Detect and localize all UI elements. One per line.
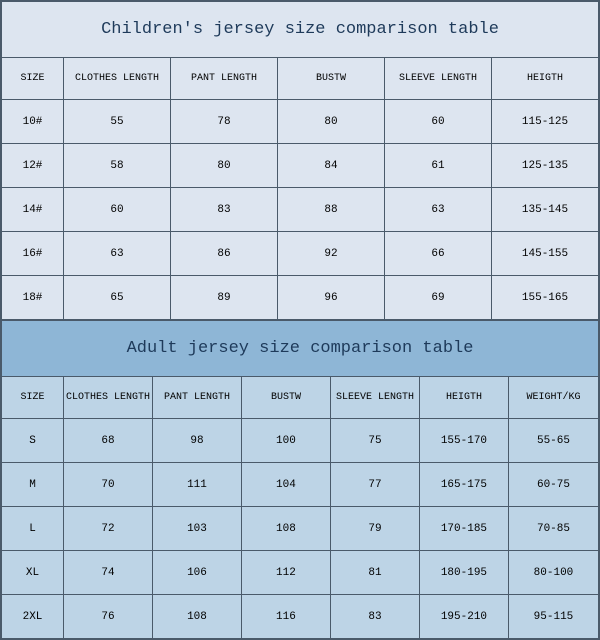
cell: 108 (152, 595, 241, 639)
cell: 58 (64, 144, 171, 188)
cell: 112 (241, 551, 330, 595)
cell: 78 (171, 100, 278, 144)
cell: 84 (278, 144, 385, 188)
cell: 80-100 (508, 551, 598, 595)
cell: 72 (64, 507, 153, 551)
cell: 76 (64, 595, 153, 639)
adult-col-pant: PANT LENGTH (152, 377, 241, 419)
cell: 63 (385, 188, 492, 232)
cell: 95-115 (508, 595, 598, 639)
cell: 155-170 (419, 419, 508, 463)
cell: 66 (385, 232, 492, 276)
children-size-table: Children's jersey size comparison table … (1, 1, 599, 320)
cell: 74 (64, 551, 153, 595)
cell: 77 (330, 463, 419, 507)
table-row: 14# 60 83 88 63 135-145 (2, 188, 599, 232)
children-col-clothes: CLOTHES LENGTH (64, 58, 171, 100)
cell: 68 (64, 419, 153, 463)
cell: 80 (171, 144, 278, 188)
cell: 61 (385, 144, 492, 188)
cell: 60-75 (508, 463, 598, 507)
cell: 79 (330, 507, 419, 551)
adult-title-row: Adult jersey size comparison table (2, 321, 599, 377)
cell: 80 (278, 100, 385, 144)
cell: 60 (64, 188, 171, 232)
cell: 89 (171, 276, 278, 320)
children-col-sleeve: SLEEVE LENGTH (385, 58, 492, 100)
adult-col-clothes: CLOTHES LENGTH (64, 377, 153, 419)
cell: 195-210 (419, 595, 508, 639)
cell: 70 (64, 463, 153, 507)
cell: 145-155 (492, 232, 599, 276)
cell: M (2, 463, 64, 507)
cell: L (2, 507, 64, 551)
adult-header-row: SIZE CLOTHES LENGTH PANT LENGTH BUSTW SL… (2, 377, 599, 419)
cell: 125-135 (492, 144, 599, 188)
cell: 96 (278, 276, 385, 320)
cell: 60 (385, 100, 492, 144)
size-tables-container: Children's jersey size comparison table … (0, 0, 600, 640)
children-col-size: SIZE (2, 58, 64, 100)
adult-col-weight: WEIGHT/KG (508, 377, 598, 419)
cell: 108 (241, 507, 330, 551)
cell: 100 (241, 419, 330, 463)
cell: 116 (241, 595, 330, 639)
cell: 103 (152, 507, 241, 551)
table-row: M 70 111 104 77 165-175 60-75 (2, 463, 599, 507)
cell: 75 (330, 419, 419, 463)
cell: 81 (330, 551, 419, 595)
cell: 104 (241, 463, 330, 507)
cell: 65 (64, 276, 171, 320)
cell: 83 (330, 595, 419, 639)
cell: 106 (152, 551, 241, 595)
cell: S (2, 419, 64, 463)
children-title: Children's jersey size comparison table (2, 2, 599, 58)
table-row: 12# 58 80 84 61 125-135 (2, 144, 599, 188)
table-row: 18# 65 89 96 69 155-165 (2, 276, 599, 320)
table-row: L 72 103 108 79 170-185 70-85 (2, 507, 599, 551)
adult-col-height: HEIGTH (419, 377, 508, 419)
cell: 18# (2, 276, 64, 320)
cell: 88 (278, 188, 385, 232)
cell: 92 (278, 232, 385, 276)
children-header-row: SIZE CLOTHES LENGTH PANT LENGTH BUSTW SL… (2, 58, 599, 100)
children-title-row: Children's jersey size comparison table (2, 2, 599, 58)
children-col-bust: BUSTW (278, 58, 385, 100)
table-row: S 68 98 100 75 155-170 55-65 (2, 419, 599, 463)
cell: 86 (171, 232, 278, 276)
children-col-height: HEIGTH (492, 58, 599, 100)
table-row: 16# 63 86 92 66 145-155 (2, 232, 599, 276)
cell: XL (2, 551, 64, 595)
cell: 55 (64, 100, 171, 144)
cell: 10# (2, 100, 64, 144)
adult-col-bust: BUSTW (241, 377, 330, 419)
adult-col-sleeve: SLEEVE LENGTH (330, 377, 419, 419)
cell: 115-125 (492, 100, 599, 144)
cell: 2XL (2, 595, 64, 639)
cell: 180-195 (419, 551, 508, 595)
table-row: 2XL 76 108 116 83 195-210 95-115 (2, 595, 599, 639)
cell: 165-175 (419, 463, 508, 507)
cell: 12# (2, 144, 64, 188)
cell: 55-65 (508, 419, 598, 463)
cell: 111 (152, 463, 241, 507)
table-row: XL 74 106 112 81 180-195 80-100 (2, 551, 599, 595)
cell: 70-85 (508, 507, 598, 551)
cell: 83 (171, 188, 278, 232)
table-row: 10# 55 78 80 60 115-125 (2, 100, 599, 144)
children-col-pant: PANT LENGTH (171, 58, 278, 100)
cell: 155-165 (492, 276, 599, 320)
cell: 135-145 (492, 188, 599, 232)
cell: 63 (64, 232, 171, 276)
cell: 69 (385, 276, 492, 320)
cell: 170-185 (419, 507, 508, 551)
cell: 98 (152, 419, 241, 463)
adult-col-size: SIZE (2, 377, 64, 419)
adult-size-table: Adult jersey size comparison table SIZE … (1, 320, 599, 639)
cell: 14# (2, 188, 64, 232)
cell: 16# (2, 232, 64, 276)
adult-title: Adult jersey size comparison table (2, 321, 599, 377)
